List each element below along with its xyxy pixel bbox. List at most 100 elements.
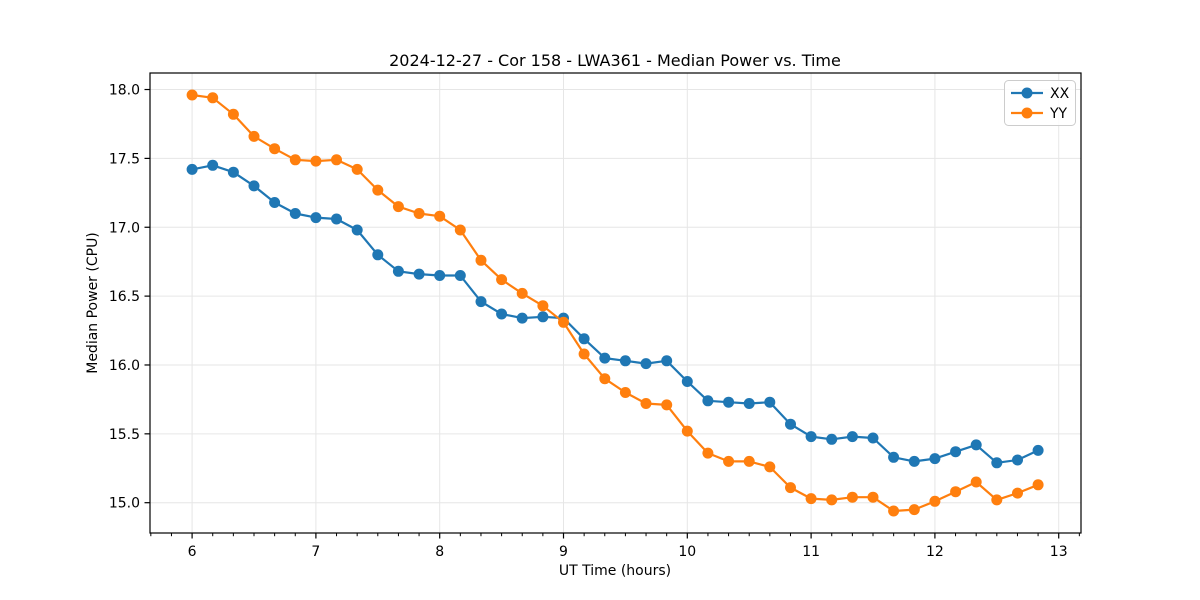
data-point-xx: [434, 270, 446, 281]
data-point-xx: [888, 451, 900, 463]
data-point-yy: [785, 482, 796, 494]
series-yy: [186, 89, 1044, 517]
data-point-yy: [578, 348, 590, 360]
x-tick-label: 9: [559, 544, 568, 560]
data-point-yy: [372, 184, 384, 196]
data-point-yy: [516, 287, 528, 299]
data-point-xx: [186, 163, 198, 175]
data-point-xx: [764, 396, 776, 408]
data-point-yy: [269, 143, 281, 155]
data-point-yy: [908, 504, 920, 516]
data-point-yy: [826, 494, 838, 506]
data-point-xx: [537, 311, 549, 323]
data-point-yy: [929, 495, 941, 507]
x-tick-label: 10: [678, 544, 696, 560]
series-xx: [186, 159, 1044, 469]
x-tick-label: 8: [435, 544, 444, 560]
data-point-xx: [413, 268, 425, 280]
axis-ticks: 6 7 8 9 10 11 12 13 15.0 15.5 16.0 16.5 17.0 17.5 18.0: [109, 83, 1080, 560]
data-point-yy: [496, 274, 508, 286]
data-point-yy: [331, 154, 342, 166]
legend: XX YY: [1004, 80, 1076, 126]
data-point-yy: [702, 447, 714, 459]
data-point-yy: [743, 455, 755, 467]
data-point-xx: [392, 265, 404, 277]
data-point-yy: [289, 154, 301, 166]
axes-frame: [149, 72, 1082, 534]
data-point-yy: [661, 399, 673, 411]
x-tick-label: 13: [1050, 544, 1068, 560]
data-point-yy: [186, 89, 198, 101]
x-tick-label: 7: [311, 544, 320, 560]
x-tick-label: 11: [802, 544, 820, 560]
data-point-yy: [413, 208, 425, 219]
data-point-yy: [681, 425, 693, 437]
data-point-xx: [702, 395, 714, 407]
legend-marker-yy: [1021, 107, 1033, 119]
data-point-xx: [640, 358, 652, 370]
data-point-yy: [970, 476, 982, 488]
data-point-xx: [867, 432, 879, 444]
data-point-xx: [723, 396, 735, 408]
data-point-xx: [454, 270, 466, 281]
data-point-yy: [248, 130, 260, 142]
data-point-xx: [227, 166, 239, 178]
data-point-yy: [599, 373, 611, 385]
y-tick-label: 18.0: [109, 83, 140, 99]
x-axis-label: UT Time (hours): [559, 563, 671, 579]
legend-marker-xx: [1021, 87, 1033, 99]
data-point-xx: [248, 180, 260, 192]
y-tick-label: 17.5: [109, 151, 140, 167]
data-point-xx: [269, 197, 281, 208]
data-point-xx: [805, 431, 817, 443]
data-point-yy: [310, 155, 322, 167]
data-point-xx: [908, 455, 920, 467]
legend-label-yy: YY: [1049, 106, 1068, 122]
legend-label-xx: XX: [1050, 86, 1070, 102]
data-point-xx: [1032, 444, 1044, 456]
data-point-xx: [207, 159, 219, 171]
data-point-xx: [950, 446, 962, 458]
legend-item-yy: YY: [1011, 106, 1068, 122]
data-series: [186, 89, 1044, 517]
data-point-yy: [991, 494, 1003, 506]
data-point-xx: [661, 355, 673, 367]
data-point-xx: [970, 439, 982, 451]
data-point-yy: [537, 300, 549, 312]
chart-title: 2024-12-27 - Cor 158 - LWA361 - Median P…: [389, 51, 841, 70]
data-point-yy: [764, 461, 776, 473]
data-point-yy: [805, 493, 817, 505]
data-point-yy: [950, 486, 962, 498]
x-tick-label: 6: [188, 544, 197, 560]
data-point-yy: [392, 201, 404, 213]
x-tick-label: 12: [926, 544, 944, 560]
legend-item-xx: XX: [1011, 86, 1070, 102]
data-point-yy: [1012, 487, 1023, 499]
data-point-yy: [867, 491, 879, 503]
gridlines: [150, 73, 1081, 533]
data-point-yy: [723, 455, 735, 467]
data-point-xx: [619, 355, 631, 367]
data-point-xx: [743, 398, 755, 409]
data-point-yy: [434, 210, 446, 222]
data-point-xx: [578, 333, 590, 345]
data-point-yy: [454, 224, 466, 236]
data-point-xx: [496, 308, 508, 320]
y-tick-label: 15.5: [109, 427, 140, 443]
data-point-xx: [826, 433, 838, 445]
data-point-xx: [475, 296, 487, 308]
y-axis-label: Median Power (CPU): [85, 232, 101, 374]
data-point-xx: [516, 312, 528, 324]
data-point-xx: [991, 457, 1003, 469]
data-point-xx: [289, 208, 301, 219]
data-point-xx: [599, 352, 611, 364]
data-point-yy: [1032, 479, 1044, 491]
data-point-yy: [207, 92, 219, 104]
data-point-yy: [558, 316, 569, 328]
data-point-yy: [475, 254, 487, 266]
y-tick-label: 17.0: [109, 220, 140, 236]
y-tick-label: 16.0: [109, 358, 140, 374]
data-point-yy: [640, 398, 652, 409]
